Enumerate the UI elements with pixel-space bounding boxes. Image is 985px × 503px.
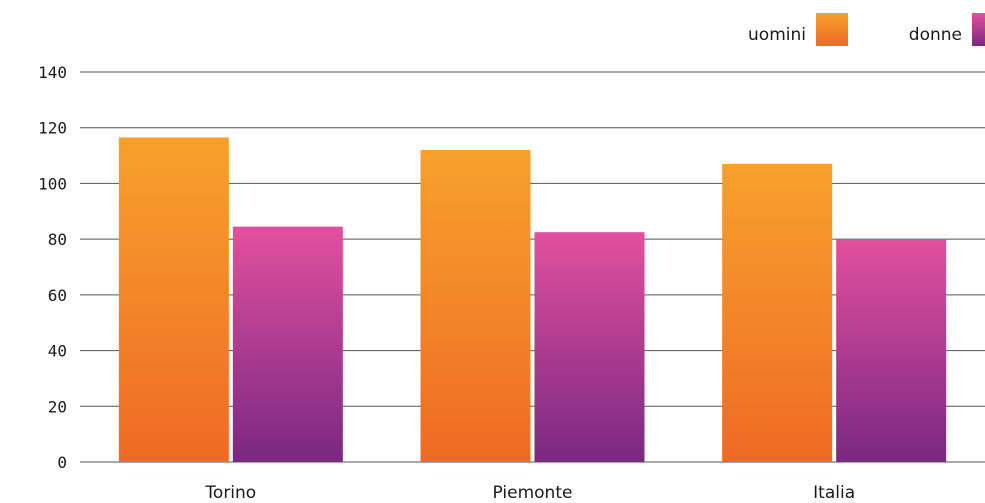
- legend-label: uomini: [748, 25, 806, 45]
- bar-uomini-piemonte: [420, 150, 531, 462]
- bar-donne-italia: [836, 239, 947, 462]
- legend-label: donne: [909, 25, 962, 45]
- x-axis-category-labels: Torino Piemonte Italia: [204, 483, 855, 503]
- y-tick-label: 20: [48, 397, 67, 416]
- y-tick-label: 140: [38, 63, 67, 82]
- x-category-label: Torino: [204, 483, 256, 503]
- y-tick-label: 0: [57, 453, 67, 472]
- legend-item-donne: donne: [909, 13, 985, 46]
- legend-item-uomini: uomini: [748, 13, 848, 46]
- y-tick-label: 120: [38, 119, 67, 138]
- x-category-label: Italia: [813, 483, 855, 503]
- bar-donne-torino: [232, 226, 343, 462]
- legend-swatch: [972, 13, 985, 46]
- legend-swatch: [816, 13, 848, 46]
- bar-donne-piemonte: [534, 232, 645, 462]
- y-tick-label: 100: [38, 174, 67, 193]
- bar-uomini-torino: [118, 137, 229, 462]
- y-tick-label: 80: [48, 230, 67, 249]
- bar-uomini-italia: [722, 163, 833, 462]
- y-tick-label: 60: [48, 286, 67, 305]
- x-category-label: Piemonte: [493, 483, 573, 503]
- bars: [118, 137, 947, 462]
- gridlines: [80, 71, 985, 463]
- y-tick-label: 40: [48, 342, 67, 361]
- legend: uomini donne: [748, 13, 985, 46]
- y-axis-tick-labels: 0 20 40 60 80 100 120 140: [38, 63, 67, 472]
